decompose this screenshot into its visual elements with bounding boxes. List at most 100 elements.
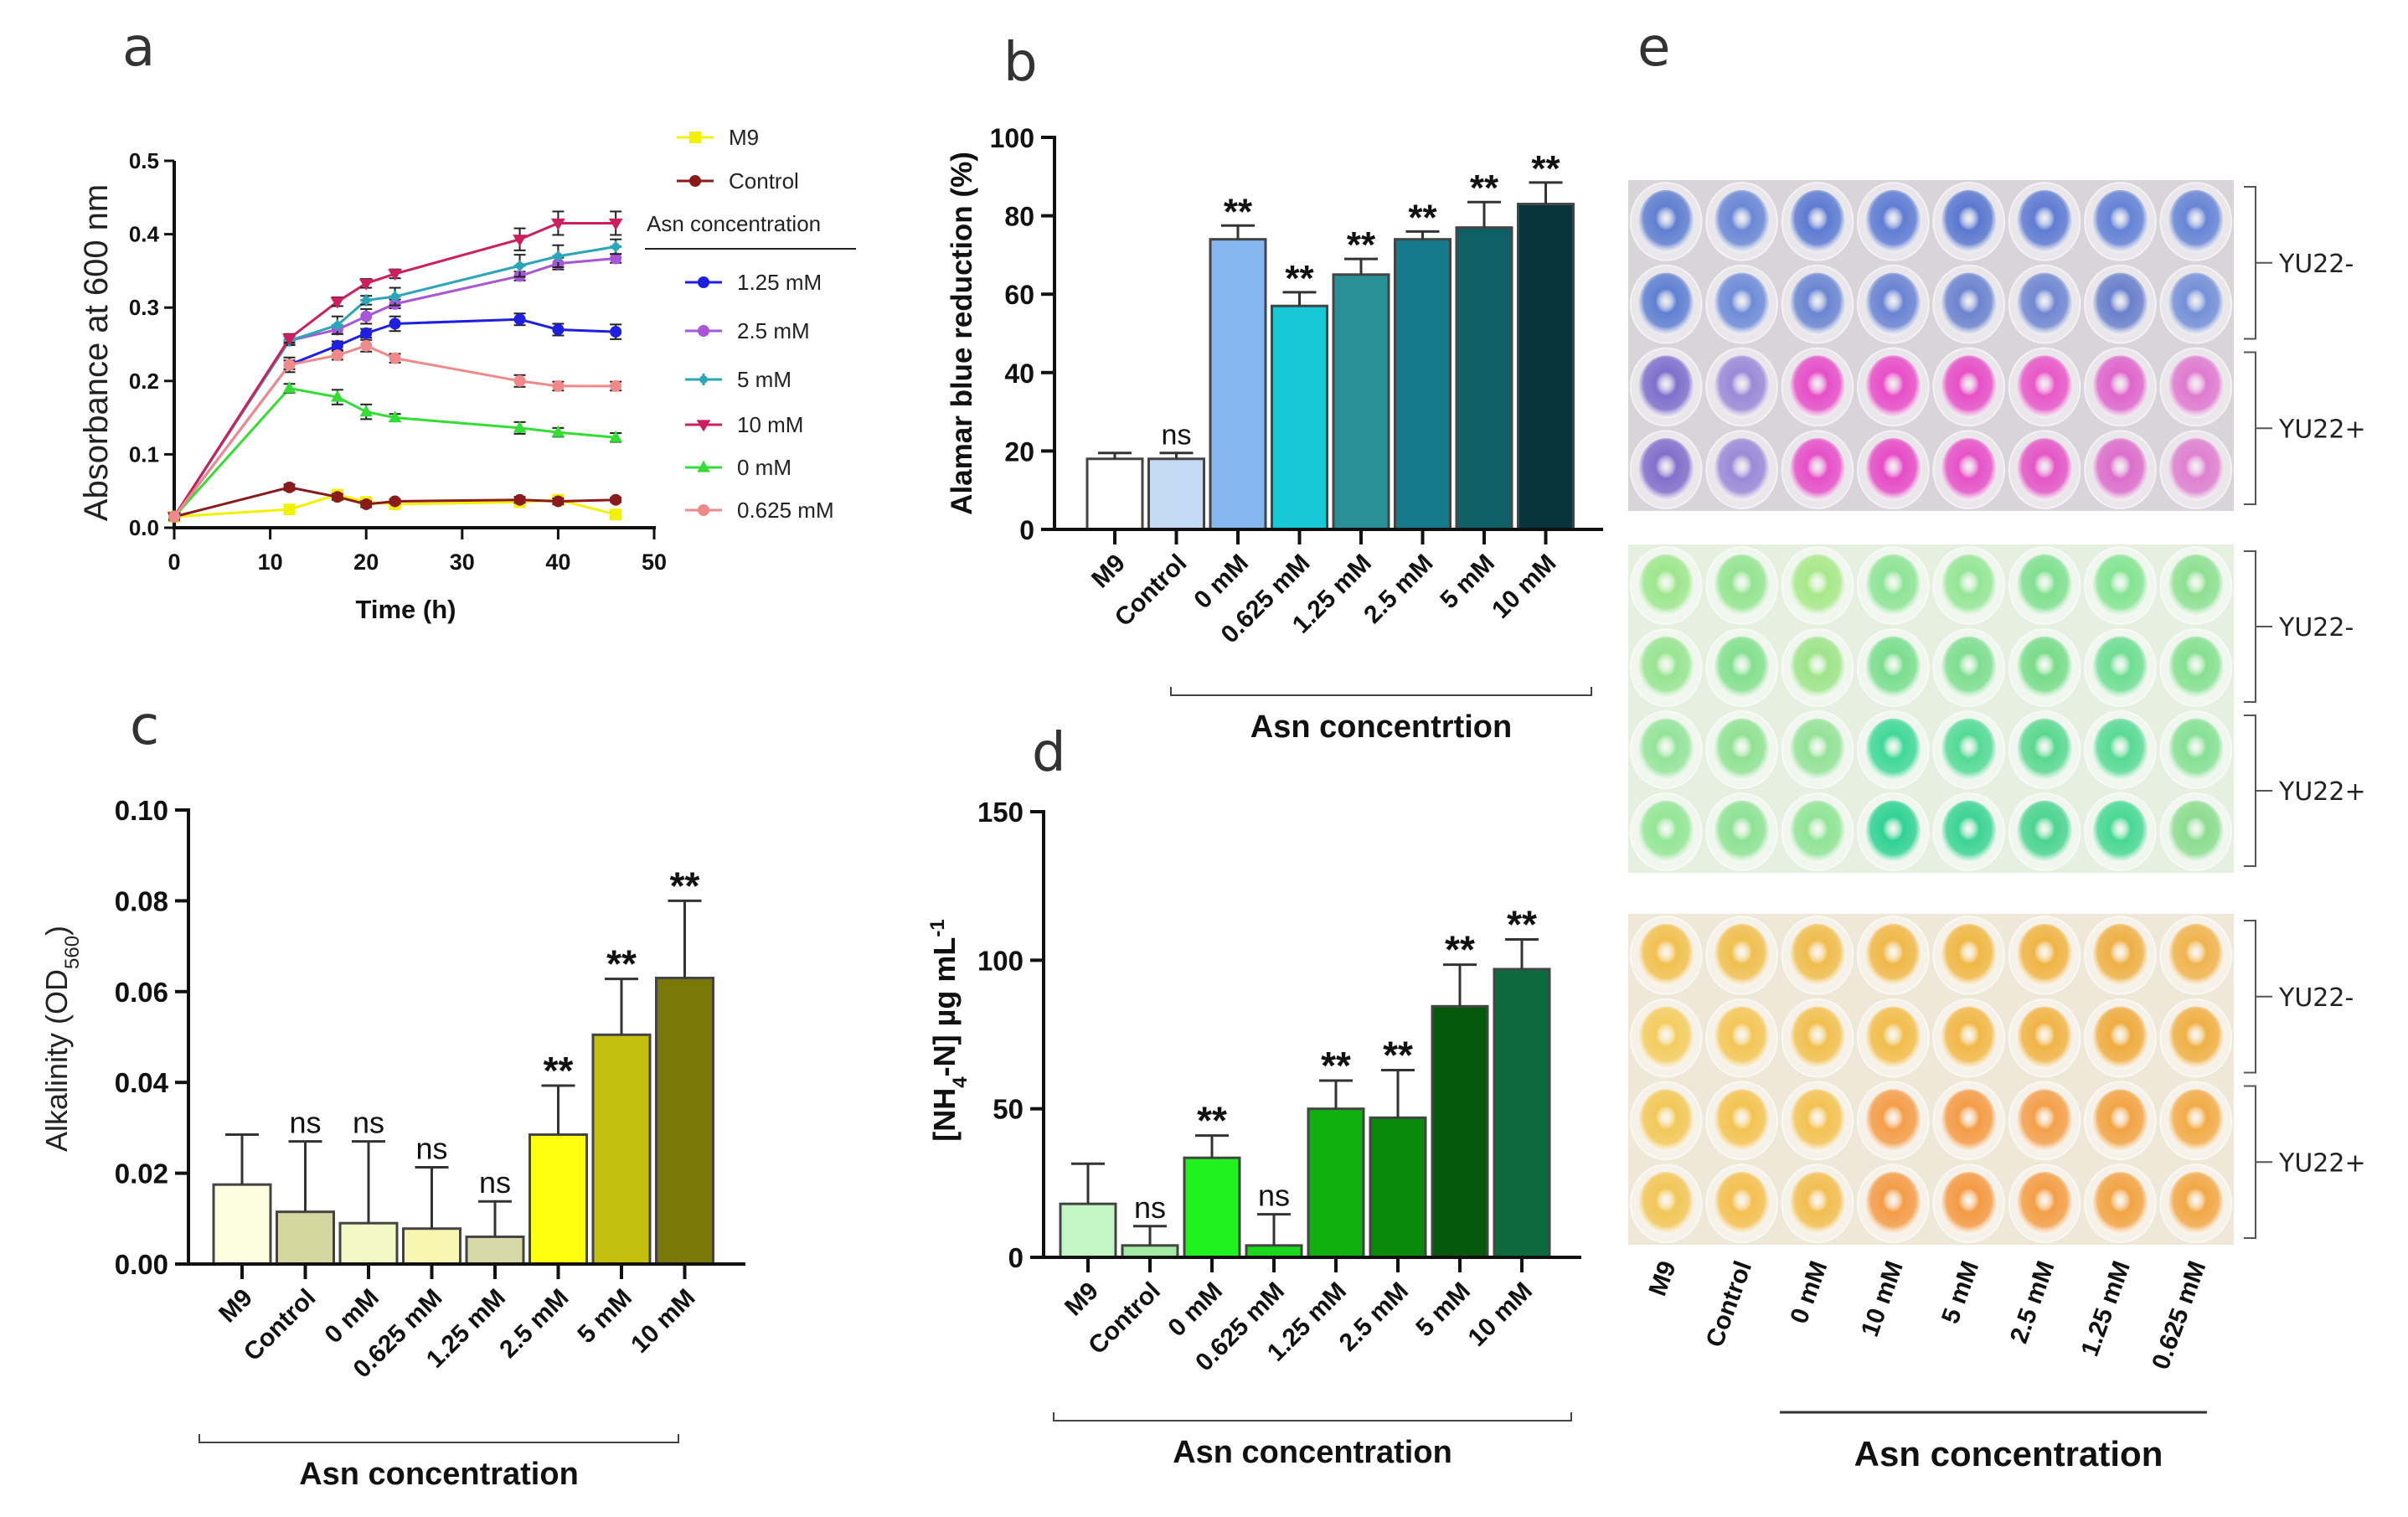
well — [1865, 800, 1921, 864]
bar — [1183, 1156, 1241, 1259]
data-point — [283, 359, 296, 371]
x-tick-label: M9 — [214, 1284, 258, 1329]
bar — [1517, 203, 1575, 531]
legend-label: Control — [729, 168, 799, 193]
data-point — [513, 313, 526, 326]
column-label: 1.25 mM — [2076, 1257, 2137, 1360]
well — [1865, 923, 1921, 987]
y-tick-label: 0.0 — [129, 515, 159, 540]
x-tick-label: M9 — [1086, 550, 1131, 594]
x-axis-title: Asn concentration — [1854, 1434, 2163, 1473]
panel-letter-c: c — [130, 695, 159, 757]
y-tick-label: 0.3 — [129, 295, 159, 320]
y-tick-label: 80 — [1004, 202, 1034, 232]
well — [2092, 923, 2148, 987]
well — [1941, 923, 1997, 987]
bar — [529, 1133, 588, 1266]
well — [2017, 1089, 2072, 1153]
panel-letter-e: e — [1637, 17, 1670, 79]
legend: M9 Control 1.25 mM 2.5 mM 5 mM 10 mM 0 mM 0.625… — [645, 125, 856, 523]
significance-stars: ** — [1408, 197, 1437, 238]
row-group-bracket — [2244, 550, 2272, 703]
well — [1638, 554, 1694, 617]
well — [1865, 1006, 1921, 1070]
column-label: 0 mM — [1785, 1257, 1833, 1327]
well — [1638, 636, 1694, 699]
bar-group: ** — [1455, 168, 1513, 531]
well — [2168, 718, 2224, 782]
data-point — [283, 481, 296, 493]
y-tick-label: 0 — [1008, 1242, 1024, 1273]
bar-group: ns — [465, 1165, 525, 1266]
data-point — [330, 297, 345, 309]
data-point — [610, 252, 622, 265]
significance-ns: ns — [1258, 1179, 1290, 1213]
category-bracket — [199, 1434, 679, 1443]
bar-group: ns — [1147, 420, 1205, 531]
x-tick-label: 40 — [545, 550, 570, 575]
x-tick-label: Control — [239, 1284, 322, 1367]
data-point — [331, 319, 343, 332]
bar-group: ** — [591, 942, 652, 1266]
data-point — [282, 333, 296, 346]
column-label: 5 mM — [1936, 1257, 1984, 1327]
data-point — [696, 420, 711, 432]
data-point — [698, 504, 709, 516]
well — [1638, 438, 1694, 502]
well — [1941, 1089, 1997, 1153]
legend-item: 5 mM — [685, 367, 791, 392]
well — [2168, 189, 2224, 253]
significance-stars: ** — [1321, 1044, 1351, 1087]
bar — [1271, 304, 1328, 531]
bar — [1369, 1116, 1427, 1259]
ammonia-plate: YU22- YU22+ — [1628, 544, 2366, 873]
data-point — [360, 294, 373, 307]
bar — [338, 1221, 399, 1266]
x-tick-label: 10 mM — [1463, 1277, 1538, 1352]
series-line — [173, 344, 616, 518]
well — [1790, 636, 1845, 699]
data-point — [610, 240, 622, 253]
data-point — [552, 323, 565, 336]
well — [1638, 718, 1694, 782]
well — [2092, 800, 2148, 864]
bar — [1085, 457, 1144, 531]
data-point — [513, 260, 526, 272]
data-point — [552, 495, 565, 508]
series-line — [173, 221, 616, 518]
row-group-bracket — [2244, 920, 2272, 1074]
well — [1941, 718, 1997, 782]
well — [1865, 355, 1921, 419]
panel-a-growth-curve: 0.0 0.1 0.2 0.3 0.4 0.5 0 10 20 30 40 50 Time (h) Abs… — [78, 125, 856, 624]
significance-ns: ns — [479, 1165, 511, 1200]
well — [1638, 800, 1694, 864]
alkalinity-plate: YU22- YU22+ — [1628, 914, 2366, 1245]
well — [1638, 272, 1694, 336]
well — [1941, 1172, 1997, 1236]
panel-e-plate-photos: YU22- YU22+ YU22- YU22+ YU22- YU22+ M9 Control 0… — [1628, 180, 2366, 1473]
well — [2017, 800, 2072, 864]
row-group-label: YU22- — [2278, 250, 2354, 279]
data-point — [513, 493, 526, 506]
bar — [1431, 1004, 1489, 1259]
y-tick-label: 0.02 — [115, 1158, 168, 1189]
bar — [1245, 1244, 1303, 1259]
well — [2092, 272, 2148, 336]
well — [1790, 554, 1845, 617]
well — [2017, 189, 2072, 253]
y-tick-label: 20 — [1004, 436, 1034, 467]
data-point — [610, 379, 622, 392]
well — [1638, 189, 1694, 253]
bar-group: ** — [1493, 903, 1551, 1259]
well — [1714, 355, 1770, 419]
well — [2168, 1006, 2224, 1070]
well — [1714, 923, 1770, 987]
well — [1941, 554, 1997, 617]
well — [2168, 1172, 2224, 1236]
y-tick-label: 0.2 — [129, 369, 159, 394]
row-group-label: YU22+ — [2278, 777, 2366, 807]
bar-group: ns — [276, 1106, 335, 1266]
row-group-label: YU22- — [2278, 613, 2354, 642]
bar-group: ** — [1307, 1044, 1365, 1259]
